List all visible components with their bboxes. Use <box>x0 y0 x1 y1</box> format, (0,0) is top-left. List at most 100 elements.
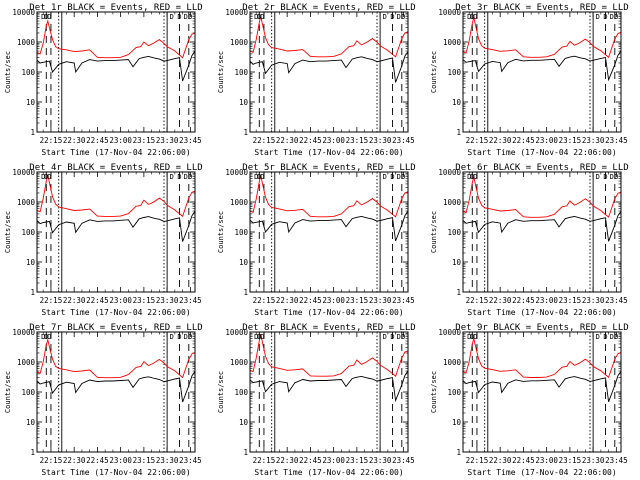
top-marker-label: D <box>383 333 387 341</box>
y-tick-label: 10 <box>239 98 249 107</box>
series-lld <box>36 174 196 218</box>
top-marker-label: D <box>170 13 174 21</box>
series-lld <box>462 336 622 379</box>
x-axis-label: Start Time (17-Nov-04 22:06:00) <box>41 148 190 157</box>
x-tick-label: 23:30 <box>582 456 605 465</box>
top-marker-label: D <box>596 333 600 341</box>
top-marker-label: D <box>383 13 387 21</box>
x-tick-label: 23:45 <box>605 456 628 465</box>
x-tick-label: 23:45 <box>605 136 628 145</box>
top-marker-label: D <box>467 13 471 21</box>
y-tick-label: 100 <box>234 68 248 77</box>
top-marker-label: D <box>254 13 258 21</box>
y-tick-label: 10000 <box>438 8 461 17</box>
y-tick-label: 1000 <box>230 358 249 367</box>
panel-det-9: Det 9r BLACK = Events, RED = LLD Counts/s… <box>430 323 629 477</box>
series-events <box>249 210 409 242</box>
y-tick-label: 1000 <box>443 198 462 207</box>
top-marker-label: D <box>254 333 258 341</box>
top-marker-label: D <box>470 333 474 341</box>
y-tick-label: 100 <box>21 68 35 77</box>
top-marker-label: D <box>470 173 474 181</box>
y-tick-label: 10 <box>26 418 36 427</box>
panel-det-8: Det 8r BLACK = Events, RED = LLD Counts/s… <box>217 323 416 477</box>
y-tick-label: 1000 <box>17 38 36 47</box>
x-axis-label: Start Time (17-Nov-04 22:06:00) <box>467 468 616 477</box>
x-tick-label: 23:15 <box>346 456 369 465</box>
y-tick-label: 10 <box>452 258 462 267</box>
x-tick-label: 22:45 <box>86 296 109 305</box>
y-tick-label: 1 <box>243 288 248 297</box>
x-tick-label: 23:15 <box>346 136 369 145</box>
series-events <box>462 50 622 82</box>
series-lld <box>462 176 622 218</box>
x-tick-label: 22:45 <box>512 136 535 145</box>
x-tick-label: 22:30 <box>489 296 512 305</box>
x-tick-label: 23:15 <box>559 136 582 145</box>
y-tick-label: 10000 <box>12 8 35 17</box>
x-tick-label: 23:00 <box>322 296 345 305</box>
panel-title: Det 2r BLACK = Events, RED = LLD <box>242 3 415 13</box>
top-marker-label: D <box>390 13 394 21</box>
y-tick-label: 1000 <box>443 38 462 47</box>
x-tick-label: 22:45 <box>512 456 535 465</box>
x-tick-label: 23:00 <box>109 296 132 305</box>
y-tick-label: 10 <box>26 98 36 107</box>
x-tick-label: 23:30 <box>582 296 605 305</box>
panel-title: Det 8r BLACK = Events, RED = LLD <box>242 323 415 333</box>
y-tick-label: 1 <box>243 128 248 137</box>
plot-frame <box>36 331 196 453</box>
x-tick-label: 23:30 <box>582 136 605 145</box>
y-tick-label: 10 <box>239 258 249 267</box>
x-tick-label: 22:30 <box>63 136 86 145</box>
top-marker-label: D <box>184 13 188 21</box>
x-tick-label: 23:15 <box>133 296 156 305</box>
y-tick-label: 10000 <box>438 168 461 177</box>
y-tick-label: 1000 <box>443 358 462 367</box>
x-tick-label: 22:15 <box>40 456 63 465</box>
x-axis-label: Start Time (17-Nov-04 22:06:00) <box>41 308 190 317</box>
y-tick-label: 100 <box>21 228 35 237</box>
top-marker-label: D <box>177 13 181 21</box>
top-marker-label: D <box>44 173 48 181</box>
y-tick-label: 1 <box>30 288 35 297</box>
plot-frame <box>249 331 409 453</box>
top-marker-label: D <box>397 173 401 181</box>
x-tick-label: 22:30 <box>276 456 299 465</box>
x-tick-label: 22:15 <box>253 296 276 305</box>
y-tick-label: 1 <box>456 448 461 457</box>
top-marker-label: D <box>397 333 401 341</box>
plot-frame <box>462 11 622 133</box>
panel-det-1: Det 1r BLACK = Events, RED = LLD Counts/s… <box>4 3 203 157</box>
top-marker-label: D <box>188 173 192 181</box>
y-tick-label: 10 <box>26 258 36 267</box>
y-tick-label: 10000 <box>225 168 248 177</box>
x-tick-label: 23:30 <box>369 296 392 305</box>
top-marker-label: D <box>41 173 45 181</box>
top-marker-label: D <box>614 173 618 181</box>
series-events <box>249 51 409 83</box>
top-marker-label: D <box>401 333 405 341</box>
x-tick-label: 22:15 <box>40 136 63 145</box>
x-tick-label: 22:30 <box>63 456 86 465</box>
y-tick-label: 1 <box>30 128 35 137</box>
x-tick-label: 22:15 <box>466 296 489 305</box>
x-tick-label: 23:15 <box>559 456 582 465</box>
x-tick-label: 23:45 <box>605 296 628 305</box>
top-marker-label: D <box>47 13 51 21</box>
top-marker-label: D <box>184 333 188 341</box>
panel-det-7: Det 7r BLACK = Events, RED = LLD Counts/s… <box>4 323 203 477</box>
y-axis-label: Counts/sec <box>4 371 12 413</box>
y-tick-label: 10000 <box>225 328 248 337</box>
top-marker-label: D <box>603 173 607 181</box>
x-tick-label: 23:00 <box>322 456 345 465</box>
top-marker-label: D <box>184 173 188 181</box>
x-tick-label: 22:30 <box>63 296 86 305</box>
y-tick-label: 100 <box>447 68 461 77</box>
x-axis-label: Start Time (17-Nov-04 22:06:00) <box>467 148 616 157</box>
x-tick-label: 23:00 <box>109 136 132 145</box>
series-lld <box>36 338 196 379</box>
top-marker-label: D <box>257 333 261 341</box>
panel-title: Det 1r BLACK = Events, RED = LLD <box>29 3 202 13</box>
top-marker-label: D <box>257 13 261 21</box>
